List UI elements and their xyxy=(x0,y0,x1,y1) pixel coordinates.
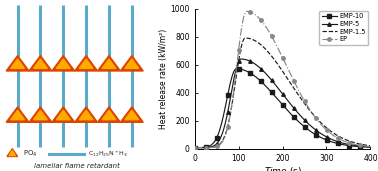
Polygon shape xyxy=(98,56,121,71)
Text: $\mathregular{C_{12}H_{25}N^+H_3}$: $\mathregular{C_{12}H_{25}N^+H_3}$ xyxy=(88,149,128,159)
Polygon shape xyxy=(102,59,116,68)
Polygon shape xyxy=(11,59,25,68)
Polygon shape xyxy=(6,107,29,122)
Y-axis label: Heat release rate (kW/m²): Heat release rate (kW/m²) xyxy=(159,29,168,129)
Polygon shape xyxy=(75,107,98,122)
Polygon shape xyxy=(34,110,47,120)
Polygon shape xyxy=(121,107,143,122)
Polygon shape xyxy=(102,110,116,120)
Polygon shape xyxy=(52,107,75,122)
Polygon shape xyxy=(75,56,98,71)
Polygon shape xyxy=(52,56,75,71)
Polygon shape xyxy=(7,149,17,156)
Polygon shape xyxy=(34,59,47,68)
X-axis label: $\mathit{Time}$ (s): $\mathit{Time}$ (s) xyxy=(263,165,302,171)
Legend: EMP-10, EMP-5, EMP-1.5, EP: EMP-10, EMP-5, EMP-1.5, EP xyxy=(319,11,369,45)
Polygon shape xyxy=(9,150,15,156)
Text: lamellar flame retardant: lamellar flame retardant xyxy=(34,163,120,169)
Polygon shape xyxy=(29,56,52,71)
Polygon shape xyxy=(56,59,70,68)
Polygon shape xyxy=(6,56,29,71)
Polygon shape xyxy=(79,59,93,68)
Polygon shape xyxy=(11,110,25,120)
Polygon shape xyxy=(121,56,143,71)
Polygon shape xyxy=(125,59,139,68)
Polygon shape xyxy=(125,110,139,120)
Polygon shape xyxy=(98,107,121,122)
Polygon shape xyxy=(56,110,70,120)
Polygon shape xyxy=(79,110,93,120)
Text: $\mathregular{PO_4}$: $\mathregular{PO_4}$ xyxy=(23,149,37,159)
Polygon shape xyxy=(29,107,52,122)
